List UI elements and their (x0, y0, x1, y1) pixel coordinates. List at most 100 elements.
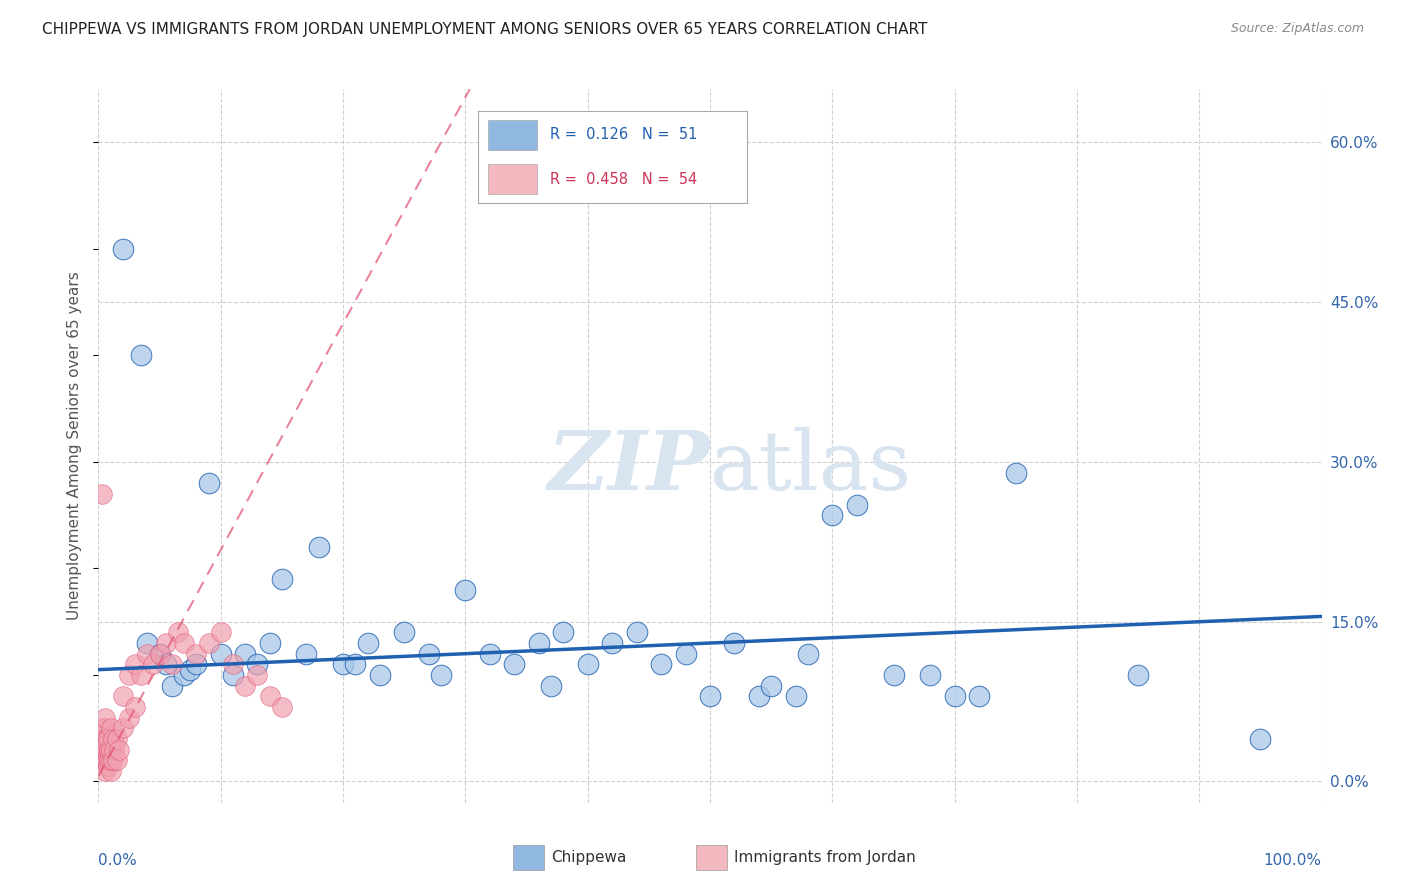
FancyBboxPatch shape (488, 120, 537, 150)
Point (259, 690, 281, 704)
Point (246, 657, 269, 672)
Point (209, 647, 232, 661)
Point (93, 731, 115, 746)
Point (418, 647, 440, 661)
Point (179, 663, 201, 677)
Point (96, 737, 118, 751)
Point (149, 647, 172, 661)
Point (675, 647, 697, 661)
Point (93, 753, 115, 767)
Point (96, 753, 118, 767)
Point (186, 647, 208, 661)
Point (920, 668, 942, 682)
Point (103, 742, 125, 756)
Point (173, 636, 195, 650)
Point (797, 647, 820, 661)
Point (94, 731, 117, 746)
Point (100, 721, 122, 735)
Point (91, 721, 114, 735)
Point (97, 731, 120, 746)
Point (98, 753, 121, 767)
Point (124, 700, 146, 714)
Point (503, 657, 526, 672)
Point (155, 657, 177, 672)
Point (97, 747, 120, 762)
Point (91, 747, 114, 762)
Point (785, 690, 807, 704)
Point (91, 487, 114, 501)
Point (100, 753, 122, 767)
Point (160, 679, 183, 693)
Point (967, 690, 990, 704)
Point (91, 731, 114, 746)
Point (197, 476, 219, 491)
Point (118, 668, 141, 682)
Point (108, 742, 131, 756)
Point (149, 647, 172, 661)
Point (91, 737, 114, 751)
Point (368, 668, 391, 682)
Point (1250, 731, 1272, 746)
Point (454, 582, 477, 597)
Point (160, 657, 183, 672)
FancyBboxPatch shape (488, 164, 537, 194)
Point (93, 742, 115, 756)
Point (97, 758, 120, 772)
Text: R =  0.126   N =  51: R = 0.126 N = 51 (550, 128, 697, 142)
Text: Immigrants from Jordan: Immigrants from Jordan (734, 850, 915, 864)
Point (295, 647, 318, 661)
Point (197, 636, 219, 650)
Point (308, 540, 330, 554)
Point (332, 657, 354, 672)
Point (167, 625, 190, 640)
Point (93, 721, 115, 735)
Text: CHIPPEWA VS IMMIGRANTS FROM JORDAN UNEMPLOYMENT AMONG SENIORS OVER 65 YEARS CORR: CHIPPEWA VS IMMIGRANTS FROM JORDAN UNEMP… (42, 22, 928, 37)
Point (600, 636, 623, 650)
Point (1128, 668, 1150, 682)
Point (626, 625, 648, 640)
Point (430, 668, 453, 682)
Point (101, 753, 124, 767)
Point (124, 657, 146, 672)
Point (209, 625, 232, 640)
Point (761, 679, 783, 693)
Point (101, 731, 124, 746)
Text: atlas: atlas (710, 427, 912, 508)
Point (136, 636, 159, 650)
Point (748, 690, 770, 704)
Point (233, 647, 256, 661)
Point (129, 349, 152, 363)
Point (98, 742, 121, 756)
Point (91, 742, 114, 756)
Point (111, 242, 134, 256)
Text: R =  0.458   N =  54: R = 0.458 N = 54 (550, 172, 697, 186)
Text: Source: ZipAtlas.com: Source: ZipAtlas.com (1230, 22, 1364, 36)
Point (222, 668, 245, 682)
Point (723, 636, 745, 650)
Text: ZIP: ZIP (547, 427, 710, 508)
Point (845, 498, 868, 512)
Point (136, 647, 159, 661)
Point (142, 657, 165, 672)
Point (344, 657, 367, 672)
Point (186, 657, 208, 672)
Point (527, 636, 550, 650)
Point (576, 657, 599, 672)
Point (222, 657, 245, 672)
Point (94, 742, 117, 756)
Point (105, 753, 128, 767)
Point (100, 742, 122, 756)
Point (943, 690, 966, 704)
Point (111, 690, 134, 704)
Point (155, 636, 177, 650)
Point (129, 668, 152, 682)
Point (478, 647, 501, 661)
Point (105, 731, 128, 746)
Point (821, 508, 844, 523)
Text: 100.0%: 100.0% (1264, 853, 1322, 868)
Text: 0.0%: 0.0% (98, 853, 138, 868)
Point (270, 572, 294, 586)
Point (356, 636, 378, 650)
Point (392, 625, 416, 640)
Point (270, 700, 294, 714)
